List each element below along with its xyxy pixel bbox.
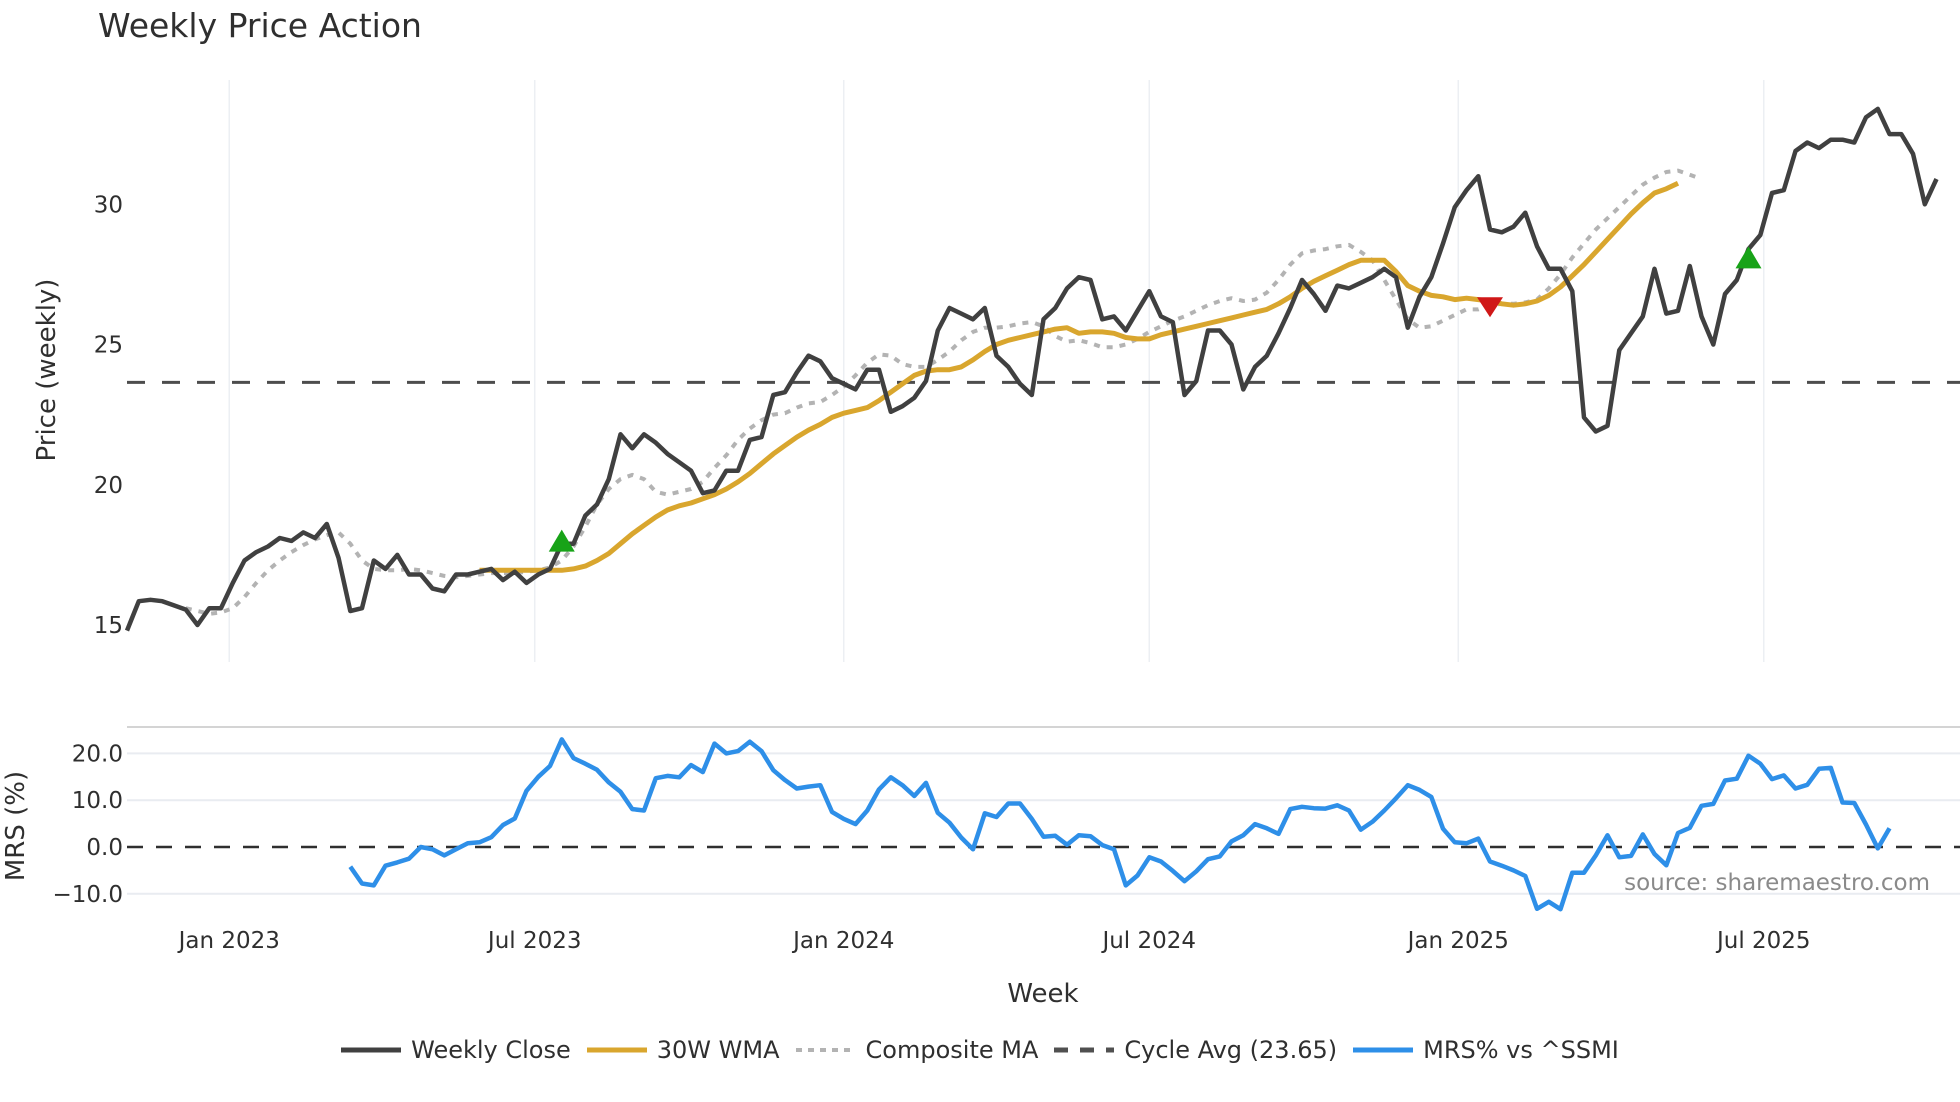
- buy-signal-icon: [1735, 246, 1762, 269]
- legend-swatch-icon: [1353, 1044, 1414, 1056]
- legend-item[interactable]: MRS% vs ^SSMI: [1353, 1036, 1619, 1064]
- sell-signal-icon: [1477, 297, 1503, 318]
- price-y-tick: 25: [94, 333, 123, 359]
- chart-title: Weekly Price Action: [98, 6, 422, 45]
- mrs-y-tick: 0.0: [86, 835, 123, 861]
- price-y-tick: 20: [94, 473, 123, 499]
- price-x-gridlines: [228, 80, 1765, 662]
- price-series: [124, 106, 1939, 632]
- signal-markers: [548, 246, 1762, 552]
- x-tick-label: Jul 2025: [1715, 928, 1811, 954]
- price-y-axis-title: Price (weekly): [32, 279, 62, 462]
- x-axis: Jan 2023 Jul 2023 Jan 2024 Jul 2024 Jan 2025…: [177, 928, 1811, 954]
- mrs-y-tick: −10.0: [53, 882, 123, 908]
- weekly-close-line: [124, 106, 1939, 632]
- price-y-axis: 15 20 25 30: [94, 192, 123, 639]
- mrs-line: [348, 737, 1892, 912]
- mrs-y-gridlines: [127, 752, 1960, 895]
- legend-swatch-icon: [1054, 1044, 1115, 1056]
- mrs-series: [348, 737, 1892, 912]
- legend-item[interactable]: 30W WMA: [586, 1036, 780, 1064]
- legend-item[interactable]: Composite MA: [795, 1036, 1039, 1064]
- legend-swatch-icon: [586, 1044, 647, 1056]
- price-y-tick: 15: [94, 613, 123, 639]
- buy-signal-icon: [548, 529, 575, 552]
- legend-item[interactable]: Cycle Avg (23.65): [1054, 1036, 1337, 1064]
- legend-label: Composite MA: [865, 1036, 1039, 1064]
- x-tick-label: Jan 2025: [1406, 928, 1509, 954]
- legend-label: Weekly Close: [411, 1036, 571, 1064]
- source-note: source: sharemaestro.com: [1624, 870, 1930, 896]
- legend-label: MRS% vs ^SSMI: [1423, 1036, 1619, 1064]
- price-y-tick: 30: [94, 192, 123, 218]
- x-axis-title: Week: [1007, 979, 1078, 1009]
- legend-swatch-icon: [795, 1044, 856, 1056]
- x-tick-label: Jul 2024: [1100, 928, 1196, 954]
- x-tick-label: Jan 2023: [177, 928, 280, 954]
- mrs-y-tick: 10.0: [72, 788, 123, 814]
- mrs-y-tick: 20.0: [72, 741, 123, 767]
- legend-swatch-icon: [341, 1044, 402, 1056]
- x-tick-label: Jan 2024: [791, 928, 894, 954]
- mrs-y-axis: −10.0 0.0 10.0 20.0: [53, 741, 123, 907]
- composite-ma-line: [185, 168, 1703, 616]
- mrs-y-axis-title: MRS (%): [1, 771, 31, 881]
- legend: Weekly Close 30W WMA Composite MA Cycle Avg…: [0, 1036, 1960, 1064]
- legend-item[interactable]: Weekly Close: [341, 1036, 571, 1064]
- legend-label: 30W WMA: [656, 1036, 780, 1064]
- x-tick-label: Jul 2023: [486, 928, 582, 954]
- 30w-wma-line: [479, 180, 1680, 573]
- legend-label: Cycle Avg (23.65): [1124, 1036, 1338, 1064]
